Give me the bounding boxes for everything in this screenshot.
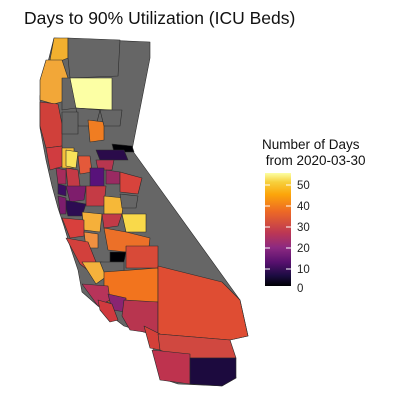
county-glenn bbox=[61, 111, 79, 135]
legend-tick-label-50: 50 bbox=[297, 180, 310, 192]
legend-tick-label-0: 0 bbox=[297, 283, 304, 295]
county-merced bbox=[101, 213, 123, 229]
county-del-norte bbox=[49, 37, 69, 63]
county-marin bbox=[55, 167, 67, 185]
county-imperial bbox=[189, 357, 237, 387]
county-san-mateo bbox=[57, 195, 67, 215]
map-title: Days to 90% Utilization (ICU Beds) bbox=[24, 8, 296, 28]
county-san-francisco bbox=[57, 183, 67, 197]
county-plumas bbox=[99, 109, 123, 127]
county-santa-cruz bbox=[61, 217, 85, 239]
legend-tick-label-40: 40 bbox=[297, 201, 310, 213]
county-humboldt bbox=[39, 59, 69, 105]
county-mariposa bbox=[119, 193, 139, 209]
legend-tick-label-20: 20 bbox=[297, 243, 310, 255]
legend-title-line1: Number of Days bbox=[262, 137, 360, 152]
legend-color-bar bbox=[265, 173, 291, 286]
county-siskiyou bbox=[67, 37, 121, 79]
county-los-angeles bbox=[121, 299, 159, 335]
county-amador bbox=[95, 159, 115, 171]
county-tuolumne bbox=[119, 171, 143, 195]
county-butte bbox=[87, 119, 105, 143]
county-placer-eldorado bbox=[95, 149, 129, 161]
county-madera bbox=[121, 213, 147, 233]
county-alameda bbox=[63, 199, 87, 217]
legend-title: Number of Days from 2020-03-30 bbox=[262, 137, 366, 169]
legend-tick-label-30: 30 bbox=[297, 222, 310, 234]
legend-title-line2: from 2020-03-30 bbox=[262, 153, 366, 168]
county-contra-costa bbox=[65, 185, 87, 203]
county-colusa bbox=[65, 149, 79, 169]
county-santa-barbara-coast bbox=[97, 299, 119, 323]
legend-tick-label-10: 10 bbox=[297, 264, 310, 276]
